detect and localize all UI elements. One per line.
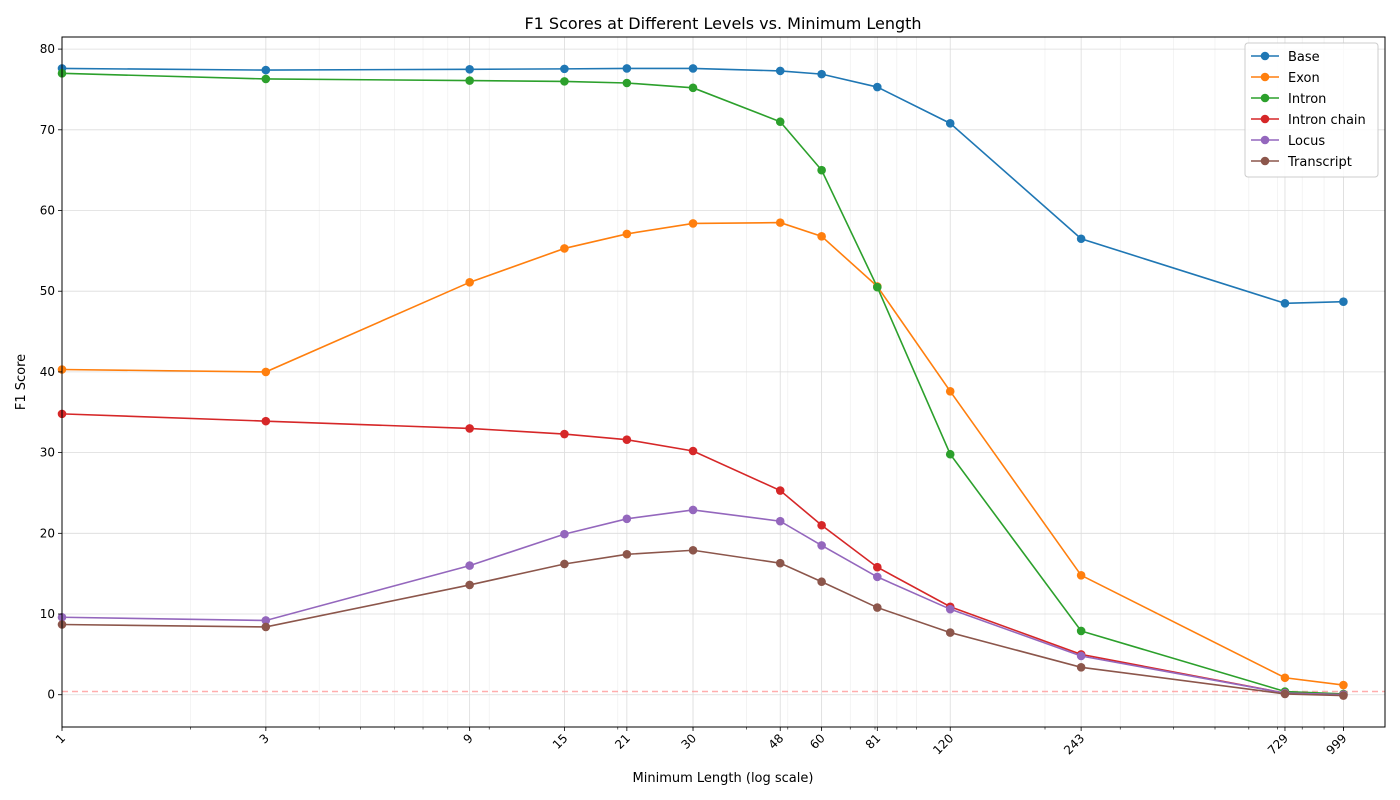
data-point <box>775 486 785 495</box>
data-point <box>465 424 474 433</box>
data-point <box>1076 662 1086 672</box>
legend-label: Intron chain <box>1288 113 1366 128</box>
data-point <box>1076 234 1086 244</box>
data-point <box>688 219 698 228</box>
legend-label: Base <box>1288 50 1320 65</box>
legend: Base Exon Intron Intron chain Locus Transcrip… <box>1244 42 1379 178</box>
data-point <box>945 604 955 614</box>
data-point <box>465 561 474 570</box>
data-point <box>1280 673 1290 683</box>
data-point <box>945 119 955 128</box>
data-point <box>560 429 569 439</box>
data-point <box>1339 680 1348 690</box>
legend-marker <box>1260 114 1270 124</box>
legend-marker <box>1260 93 1270 103</box>
data-point <box>465 64 474 74</box>
data-point <box>817 577 826 587</box>
legend-marker <box>1260 135 1270 145</box>
data-point <box>622 78 632 88</box>
data-point <box>261 367 271 377</box>
data-point <box>688 505 698 515</box>
data-point <box>560 529 569 539</box>
data-point <box>945 386 955 396</box>
series-intron <box>57 69 1348 699</box>
data-point <box>622 64 632 73</box>
ticks: 1 3 9 15 21 30 48 60 81 120 243 729 9990102030405060… <box>40 42 1350 757</box>
data-point <box>560 77 569 86</box>
series-base <box>57 64 1348 308</box>
data-point <box>1076 651 1086 661</box>
y-axis-title: F1 Score <box>14 354 29 410</box>
data-point <box>688 83 698 93</box>
data-point <box>560 244 569 253</box>
y-tick-label: 50 <box>40 284 55 298</box>
legend-marker <box>1260 51 1270 61</box>
data-point <box>261 416 271 426</box>
data-point <box>465 580 474 590</box>
series-layer <box>57 64 1348 700</box>
data-point <box>775 558 785 568</box>
data-point <box>873 572 882 582</box>
data-point <box>817 232 826 241</box>
data-point <box>622 549 632 559</box>
legend-label: Locus <box>1288 134 1325 149</box>
data-point <box>622 514 632 524</box>
data-point <box>261 65 271 75</box>
y-tick-label: 60 <box>40 204 55 218</box>
data-point <box>873 603 882 612</box>
legend-label: Intron <box>1288 92 1326 107</box>
data-point <box>688 446 698 456</box>
data-point <box>1339 691 1348 700</box>
data-point <box>1280 299 1290 308</box>
data-point <box>261 74 271 84</box>
data-point <box>945 628 955 637</box>
legend-marker <box>1260 72 1270 82</box>
data-point <box>1280 689 1290 699</box>
data-point <box>688 64 698 73</box>
y-tick-label: 10 <box>40 607 55 621</box>
data-point <box>1076 570 1086 580</box>
y-tick-label: 30 <box>40 446 55 460</box>
data-point <box>560 559 569 569</box>
data-point <box>1339 297 1348 307</box>
plot-frame <box>61 36 1386 728</box>
data-point <box>465 278 474 287</box>
data-point <box>622 229 632 239</box>
data-point <box>873 82 882 92</box>
data-point <box>775 218 785 227</box>
x-axis-title: Minimum Length (log scale) <box>633 771 814 786</box>
data-point <box>261 616 271 625</box>
data-point <box>817 165 826 175</box>
data-point <box>622 435 632 445</box>
data-point <box>775 66 785 76</box>
data-point <box>945 449 955 459</box>
y-tick-label: 80 <box>40 42 55 56</box>
data-point <box>873 282 882 292</box>
data-point <box>775 117 785 127</box>
data-point <box>817 520 826 530</box>
y-tick-label: 20 <box>40 526 55 540</box>
y-tick-label: 40 <box>40 365 55 379</box>
data-point <box>261 622 271 632</box>
data-point <box>775 516 785 526</box>
legend-label: Transcript <box>1287 155 1352 170</box>
series-transcript <box>57 545 1348 700</box>
data-point <box>465 76 474 85</box>
data-point <box>1076 626 1086 636</box>
data-point <box>560 64 569 74</box>
legend-label: Exon <box>1288 71 1320 86</box>
data-point <box>817 541 826 550</box>
data-point <box>688 545 698 555</box>
y-tick-label: 70 <box>40 123 55 137</box>
legend-marker <box>1260 156 1270 166</box>
series-exon <box>57 218 1348 690</box>
chart-title: F1 Scores at Different Levels vs. Minimu… <box>524 14 921 33</box>
data-point <box>873 562 882 572</box>
y-tick-label: 0 <box>47 688 55 702</box>
data-point <box>817 69 826 79</box>
